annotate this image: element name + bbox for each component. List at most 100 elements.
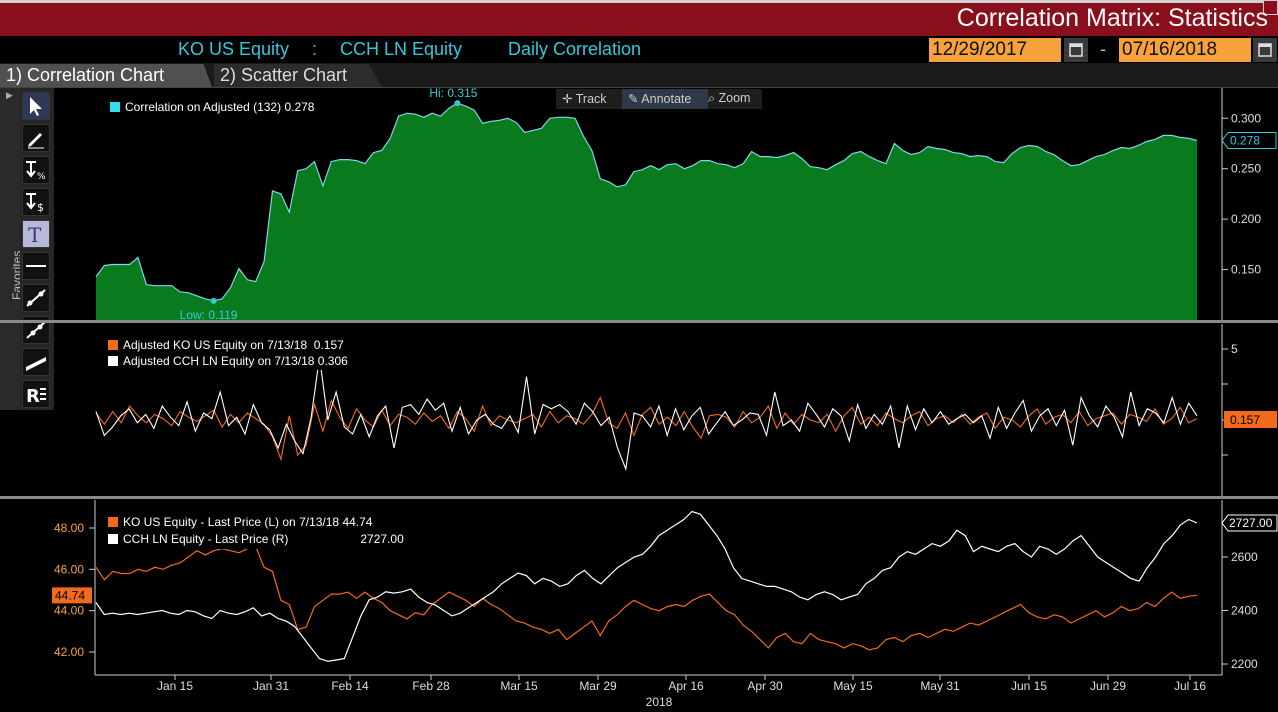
annotate-pencil-icon: ✎ xyxy=(628,92,639,106)
price-right-last-badge xyxy=(1221,514,1278,532)
ko-price-line xyxy=(95,545,1198,651)
correlation-panel: Hi: 0.315 Low: 0.119 0.300 0.250 0.200 0.150 0… xyxy=(0,86,1278,323)
correlation-last-value: 0.278 xyxy=(1230,133,1260,147)
correlation-last-badge xyxy=(1221,131,1277,149)
title-bar-rule xyxy=(0,0,1278,3)
x-tick-label: Apr 16 xyxy=(668,679,704,693)
tab-scatter-chart[interactable]: 2) Scatter Chart xyxy=(214,64,382,87)
ko-adjusted-line xyxy=(95,396,1198,462)
correlation-y-tick-label: 0.200 xyxy=(1231,212,1261,226)
svg-text:%: % xyxy=(37,172,46,182)
security-separator: : xyxy=(312,39,318,59)
title-bar xyxy=(0,0,1278,36)
svg-text:$: $ xyxy=(37,201,44,214)
date-separator: - xyxy=(1100,39,1106,59)
x-tick-label: May 15 xyxy=(833,679,873,693)
annotate-label: Annotate xyxy=(641,92,692,106)
crosshair-icon: ✛ xyxy=(562,92,573,106)
ko-price-legend-value: 44.74 xyxy=(342,515,373,529)
correlation-legend: Correlation on Adjusted (132) 0.278 xyxy=(104,98,321,116)
horizontal-line-icon[interactable] xyxy=(22,252,50,280)
favorites-strip[interactable] xyxy=(0,88,20,410)
x-tick-label: Jul 16 xyxy=(1174,679,1206,693)
price-left-last-badge xyxy=(52,587,92,604)
price-left-tick-label: 42.00 xyxy=(54,645,84,659)
correlation-area xyxy=(96,103,1197,320)
adjusted-y-tick-label: 5 xyxy=(1231,342,1238,356)
x-axis: Jan 15 Jan 31 Feb 14 Feb 28 Mar 15 Mar 29 Apr … xyxy=(95,674,1222,709)
adjusted-last-value: 0.157 xyxy=(1230,413,1260,427)
percent-trend-icon[interactable]: % xyxy=(22,156,50,184)
x-tick-label: Mar 29 xyxy=(579,679,617,693)
zoom-label: Zoom xyxy=(718,91,751,105)
x-tick-label: Jun 15 xyxy=(1011,679,1047,693)
annotate-control[interactable]: ✎ Annotate xyxy=(622,89,708,109)
low-marker xyxy=(210,297,217,304)
x-tick-label: May 31 xyxy=(920,679,960,693)
correlation-y-tick-label: 0.300 xyxy=(1231,111,1261,125)
price-left-last-value: 44.74 xyxy=(55,588,85,602)
trend-line-icon[interactable] xyxy=(22,284,50,312)
cch-price-legend-text: CCH LN Equity - Last Price (R) xyxy=(123,532,289,546)
price-panel: 48.00 46.00 44.00 42.00 2600 2400 2200 44.74 272… xyxy=(52,500,1278,675)
x-tick-label: Jan 15 xyxy=(157,679,193,693)
cch-adjusted-legend-text: Adjusted CCH LN Equity on 7/13/18 xyxy=(123,354,315,368)
price-right-tick-label: 2600 xyxy=(1231,550,1258,564)
dollar-trend-icon[interactable]: $ xyxy=(22,188,50,216)
cch-price-legend-value: 2727.00 xyxy=(360,532,404,546)
cursor-icon[interactable] xyxy=(22,92,50,120)
start-date-field[interactable]: 12/29/2017 xyxy=(929,38,1061,62)
reset-icon[interactable]: R xyxy=(22,380,50,408)
window-title: Correlation Matrix: Statistics xyxy=(956,4,1268,32)
svg-text:T: T xyxy=(28,223,42,247)
track-label: Track xyxy=(575,92,607,106)
price-left-tick-label: 48.00 xyxy=(54,521,84,535)
x-tick-label: Jun 29 xyxy=(1090,679,1126,693)
security-1-label[interactable]: KO US Equity xyxy=(178,39,290,59)
cch-adjusted-line xyxy=(95,356,1198,472)
text-tool-icon[interactable]: T xyxy=(22,220,50,248)
panel-divider-2 xyxy=(0,496,1278,499)
adjusted-legend: Adjusted KO US Equity on 7/13/18 0.157 A… xyxy=(104,336,352,370)
end-date-field[interactable]: 07/16/2018 xyxy=(1119,38,1251,62)
price-right-tick-label: 2400 xyxy=(1231,604,1258,618)
hi-marker xyxy=(454,100,461,107)
tab-correlation-chart[interactable]: 1) Correlation Chart xyxy=(0,64,212,87)
price-right-last-value: 2727.00 xyxy=(1229,516,1273,530)
correlation-swatch xyxy=(110,102,120,112)
price-left-tick-label: 46.00 xyxy=(54,562,84,576)
correlation-legend-text: Correlation on Adjusted (132) xyxy=(125,100,282,114)
channel-icon[interactable] xyxy=(22,348,50,376)
ko-adjusted-legend-text: Adjusted KO US Equity on 7/13/18 xyxy=(123,338,308,352)
adjusted-returns-panel: 5 0.157 xyxy=(0,324,1278,499)
ko-adjusted-legend-value: 0.157 xyxy=(313,338,344,352)
collapse-arrow-icon[interactable]: ▶ xyxy=(6,90,13,100)
ko-price-swatch xyxy=(108,517,118,527)
chart-controls: ✛ Track ✎ Annotate ⌕ Zoom xyxy=(556,89,762,109)
price-legend: KO US Equity - Last Price (L) on 7/13/18… xyxy=(104,513,408,549)
hi-label: Hi: 0.315 xyxy=(429,86,477,100)
start-calendar-icon[interactable] xyxy=(1064,38,1088,62)
price-right-tick-label: 2200 xyxy=(1231,657,1258,671)
security-2-label[interactable]: CCH LN Equity xyxy=(340,39,463,59)
correlation-line xyxy=(95,102,1198,302)
adjusted-last-badge xyxy=(1224,411,1277,428)
track-control[interactable]: ✛ Track xyxy=(562,91,607,106)
zoom-control[interactable]: ⌕ Zoom xyxy=(708,91,750,106)
low-label: Low: 0.119 xyxy=(180,308,238,322)
x-tick-label: Feb 28 xyxy=(412,679,450,693)
end-calendar-icon[interactable] xyxy=(1253,38,1277,62)
cch-price-line xyxy=(95,510,1198,662)
panel-divider-1 xyxy=(0,320,1278,323)
price-left-tick-label: 44.00 xyxy=(54,604,84,618)
svg-text:R: R xyxy=(26,386,40,407)
x-tick-label: Jan 31 xyxy=(253,679,289,693)
x-tick-label: Feb 14 xyxy=(331,679,369,693)
correlation-type-label[interactable]: Daily Correlation xyxy=(508,39,642,59)
x-tick-label: Apr 30 xyxy=(747,679,783,693)
pencil-icon[interactable] xyxy=(22,124,50,152)
cch-adjusted-legend-value: 0.306 xyxy=(317,354,348,368)
magnifier-icon: ⌕ xyxy=(708,91,716,105)
tab-strip xyxy=(0,63,1278,88)
